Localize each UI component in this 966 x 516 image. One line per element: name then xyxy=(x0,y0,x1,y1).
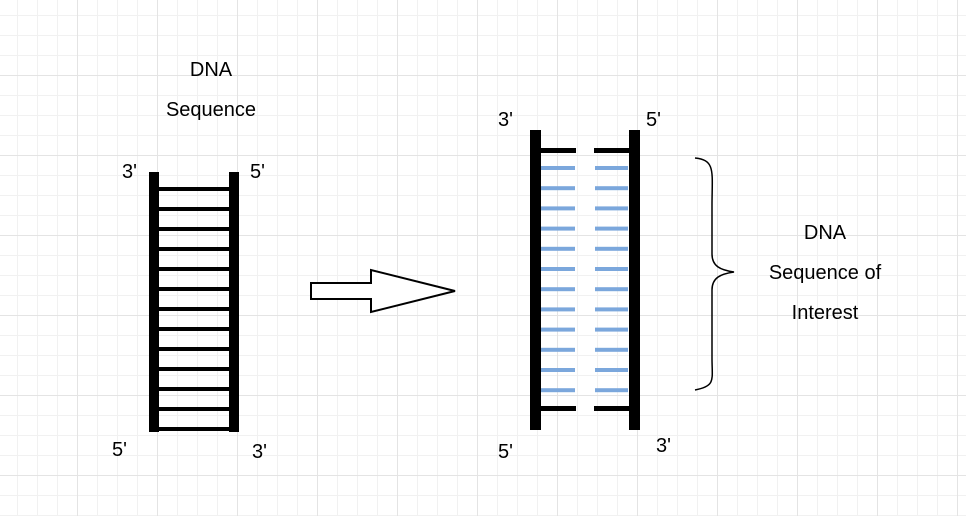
ladder-rung xyxy=(159,267,229,271)
blue-rung xyxy=(541,246,575,251)
title-line: DNA xyxy=(189,59,233,81)
blue-rung xyxy=(595,206,628,211)
blue-rung xyxy=(541,267,575,271)
blue-rung xyxy=(595,226,628,231)
top-end-rung xyxy=(594,148,629,153)
ladder-rung xyxy=(159,207,229,211)
dna-sequence-title: DNA Sequence xyxy=(141,50,281,130)
blue-rungs xyxy=(541,166,628,393)
ladder-rung xyxy=(159,307,229,311)
right-strand xyxy=(229,172,239,432)
blue-rung xyxy=(541,368,575,372)
right-strand xyxy=(629,130,640,430)
strand-end-label: 3' xyxy=(252,441,267,463)
blue-rung xyxy=(595,347,628,352)
blue-rung xyxy=(541,186,575,191)
caption-line: Interest xyxy=(791,302,859,324)
left-strand xyxy=(149,172,159,432)
ladder-rung xyxy=(159,367,229,371)
curly-brace-icon xyxy=(694,157,735,391)
blue-rung xyxy=(541,388,575,393)
strand-end-label: 5' xyxy=(498,441,513,463)
bottom-end-rung xyxy=(594,406,629,411)
blue-rung xyxy=(595,307,628,312)
blue-rung xyxy=(541,307,575,312)
left-strand xyxy=(530,130,541,430)
dna-ladder xyxy=(149,172,239,432)
ladder-rung xyxy=(159,427,229,431)
blue-rung xyxy=(541,226,575,231)
strand-end-label: 5' xyxy=(112,439,127,461)
strand-end-label: 5' xyxy=(646,109,661,131)
strand-end-label: 3' xyxy=(498,109,513,131)
strand-end-label: 5' xyxy=(250,161,265,183)
blue-rung xyxy=(541,347,575,352)
blue-rung xyxy=(595,246,628,251)
blue-rung xyxy=(595,186,628,191)
title-line: Sequence xyxy=(165,99,257,121)
blue-rung xyxy=(595,368,628,372)
ladder-rung xyxy=(159,247,229,251)
bottom-end-rung xyxy=(541,406,576,411)
blue-rung xyxy=(541,166,575,170)
ladder-rung xyxy=(159,407,229,411)
ladder-rung xyxy=(159,327,229,331)
caption-line: DNA xyxy=(803,222,847,244)
ladder-rung xyxy=(159,287,229,291)
ladder-rung xyxy=(159,187,229,191)
strand-end-label: 3' xyxy=(122,161,137,183)
split-dna-ladder xyxy=(530,130,640,430)
blue-rung xyxy=(595,287,628,292)
blue-rung xyxy=(595,327,628,332)
sequence-of-interest-caption: DNA Sequence of Interest xyxy=(745,213,905,333)
ladder-rung xyxy=(159,347,229,351)
ladder-rung xyxy=(159,387,229,391)
ladder-rung xyxy=(159,227,229,231)
blue-rung xyxy=(541,287,575,292)
right-arrow-icon xyxy=(310,268,456,314)
caption-line: Sequence of xyxy=(768,262,882,284)
blue-rung xyxy=(595,388,628,393)
top-end-rung xyxy=(541,148,576,153)
ladder-rungs xyxy=(159,187,229,431)
blue-rung xyxy=(541,206,575,211)
blue-rung xyxy=(541,327,575,332)
blue-rung xyxy=(595,166,628,170)
blue-rung xyxy=(595,267,628,271)
strand-end-label: 3' xyxy=(656,435,671,457)
